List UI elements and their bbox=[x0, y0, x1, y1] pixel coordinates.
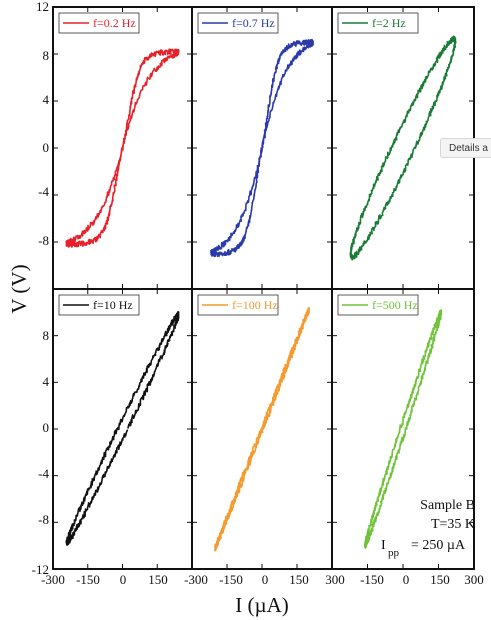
y-tick-label: 4 bbox=[43, 374, 50, 389]
series-line bbox=[349, 35, 457, 261]
y-tick-label: 4 bbox=[43, 92, 50, 107]
y-tick-label: -4 bbox=[38, 184, 49, 199]
x-tick-label: 300 bbox=[464, 572, 484, 587]
legend-box bbox=[337, 12, 419, 34]
x-tick-label: 300 bbox=[325, 572, 345, 587]
sample-label: Sample B bbox=[420, 498, 475, 513]
legend-box bbox=[197, 12, 279, 34]
y-tick-label: 8 bbox=[43, 328, 50, 343]
legend-box bbox=[58, 294, 140, 316]
x-tick-label: -300 bbox=[184, 572, 208, 587]
x-tick-label: 0 bbox=[262, 572, 269, 587]
x-tick-label: 150 bbox=[430, 572, 450, 587]
panel-frame bbox=[52, 288, 193, 570]
legend-label: f=500 Hz bbox=[372, 298, 418, 312]
x-tick-label: -150 bbox=[219, 572, 243, 587]
series-line bbox=[65, 48, 180, 248]
legend-label: f=0.2 Hz bbox=[93, 16, 136, 30]
y-tick-label: 8 bbox=[43, 48, 50, 63]
legend-box bbox=[58, 12, 140, 34]
x-tick-label: -150 bbox=[360, 572, 384, 587]
y-tick-label: -8 bbox=[38, 512, 49, 527]
legend-label: f=10 Hz bbox=[93, 298, 133, 312]
y-tick-label: -4 bbox=[38, 466, 49, 481]
x-tick-label: 0 bbox=[120, 572, 127, 587]
series-line bbox=[65, 310, 180, 546]
x-tick-label: 0 bbox=[403, 572, 410, 587]
y-tick-label: 0 bbox=[43, 140, 50, 155]
x-tick-label: -150 bbox=[76, 572, 100, 587]
ipp-symbol: I bbox=[381, 538, 386, 553]
x-tick-label: 150 bbox=[148, 572, 168, 587]
y-axis-title: V (V) bbox=[7, 264, 31, 313]
ipp-subscript: pp bbox=[388, 547, 400, 559]
series-line bbox=[210, 38, 314, 258]
y-tick-label: -8 bbox=[38, 233, 49, 248]
legend-label: f=100 Hz bbox=[232, 298, 278, 312]
ipp-value: = 250 µA bbox=[411, 538, 466, 553]
details-tooltip[interactable]: Details a bbox=[440, 138, 491, 158]
legend-box bbox=[197, 294, 279, 316]
legend-box bbox=[337, 294, 419, 316]
legend-label: f=0.7 Hz bbox=[232, 16, 275, 30]
y-tick-label: 12 bbox=[36, 0, 49, 14]
series-line bbox=[214, 306, 310, 552]
x-axis-title: I (µA) bbox=[235, 593, 289, 617]
series-line bbox=[363, 309, 443, 549]
x-tick-label: 150 bbox=[289, 572, 309, 587]
temperature-label: T=35 K bbox=[431, 517, 475, 532]
y-tick-label: 0 bbox=[43, 420, 50, 435]
y-tick-label: -12 bbox=[32, 562, 49, 577]
legend-label: f=2 Hz bbox=[372, 16, 406, 30]
x-tick-label: -300 bbox=[41, 572, 65, 587]
